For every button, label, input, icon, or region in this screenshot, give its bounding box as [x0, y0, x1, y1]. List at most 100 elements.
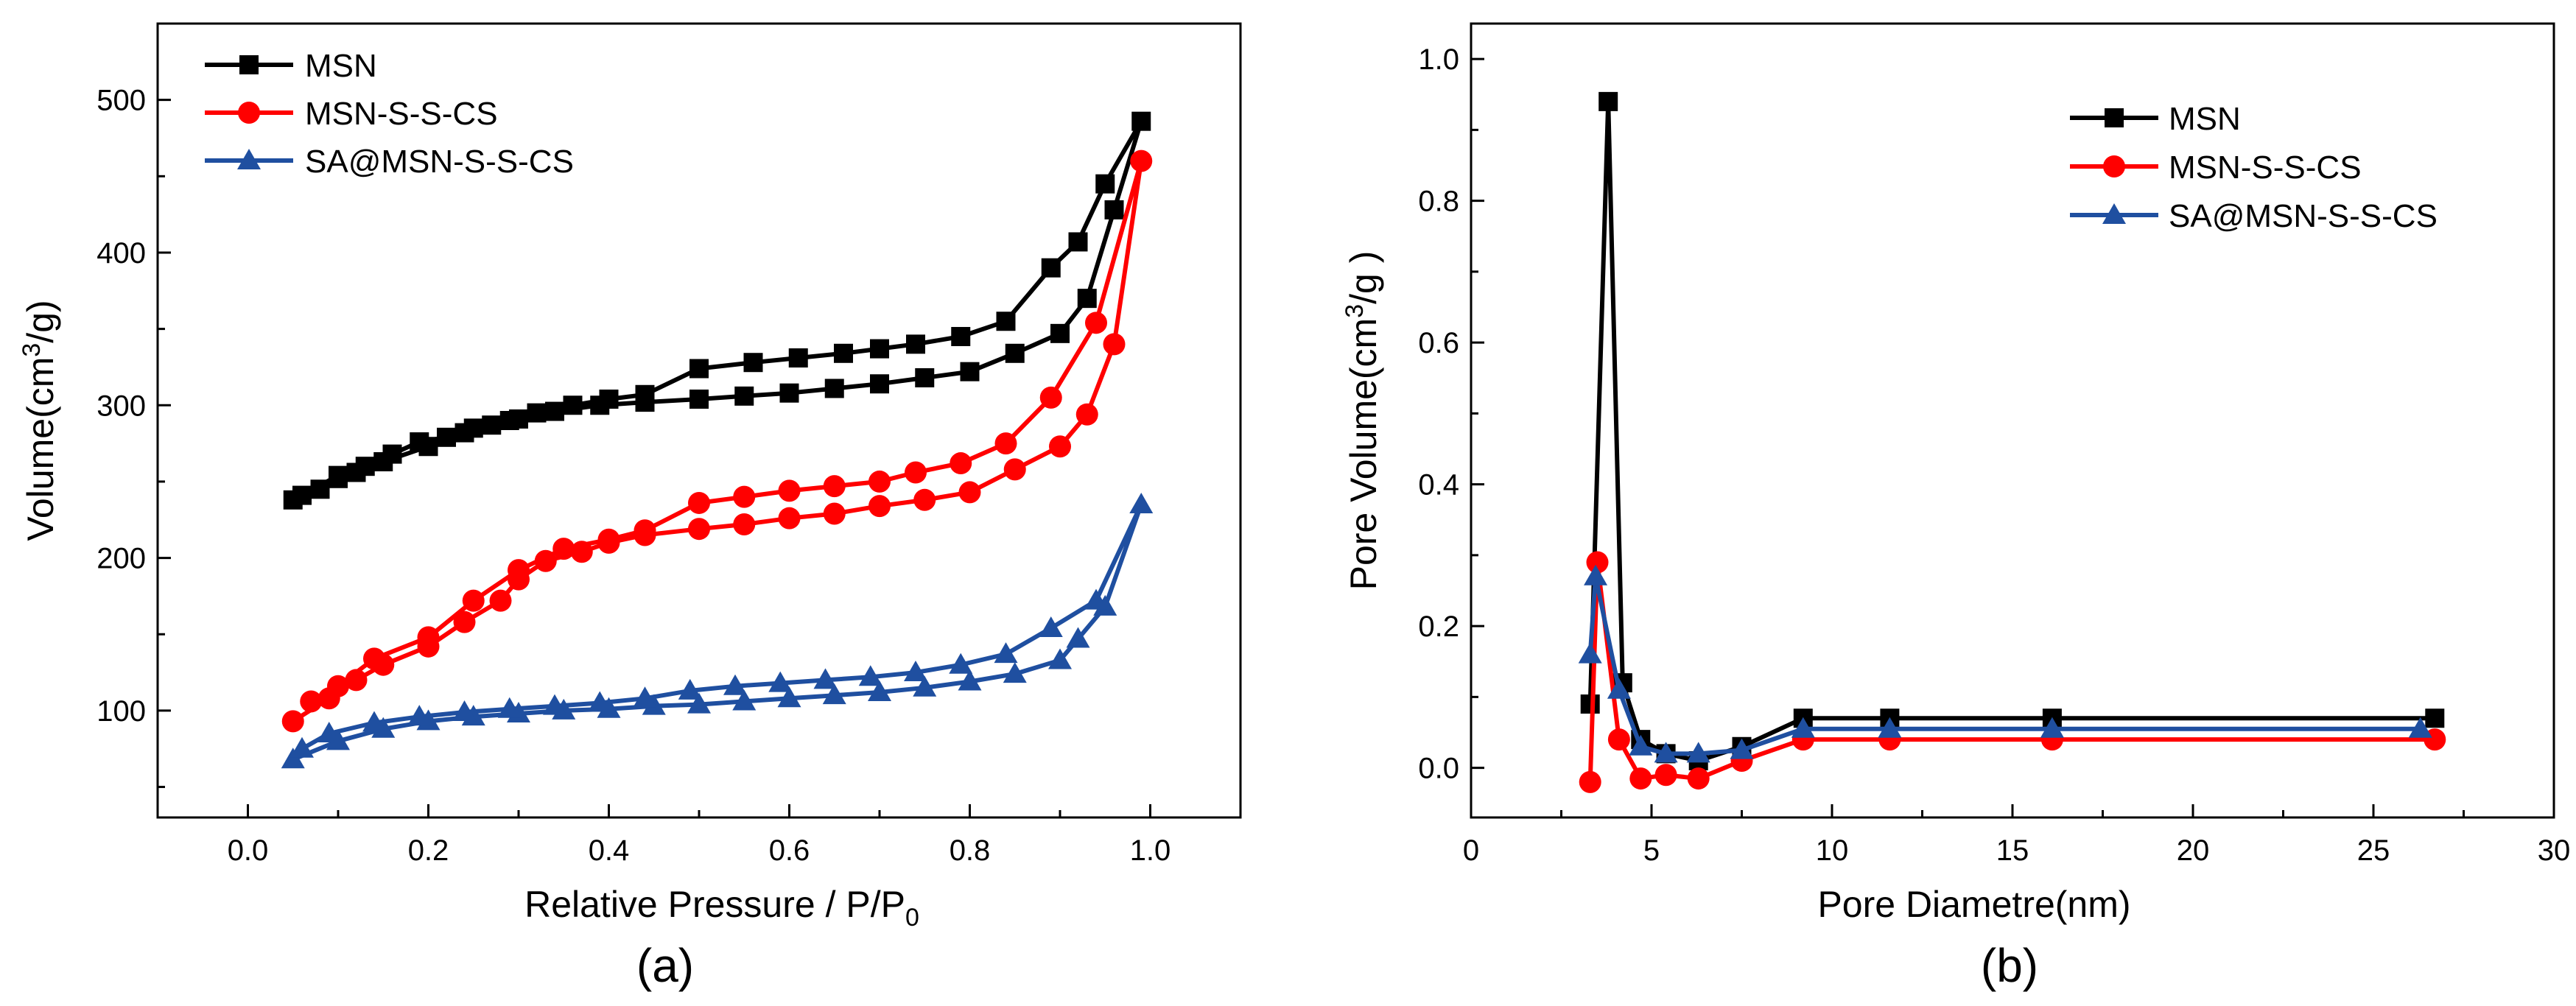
legend-a-sa-msn-s-s-cs-marker: [237, 149, 261, 169]
panel-b-x-tick-label: 20: [2177, 834, 2210, 867]
panel-b-point-sa-msn-s-s-cs: [1730, 738, 1754, 759]
panel-a-point-msn-s-s-cs: [913, 488, 936, 511]
panel-a-point-sa-msn-s-s-cs: [768, 671, 793, 692]
panel-a-point-msn: [870, 374, 889, 394]
panel-a-point-msn: [499, 411, 519, 430]
panel-a-point-msn: [779, 383, 799, 403]
panel-a-point-sa-msn-s-s-cs: [858, 665, 882, 686]
panel-a-point-msn: [1131, 111, 1151, 131]
panel-a-legend: MSN MSN-S-S-CS SA@MSN-S-S-CS: [205, 48, 574, 180]
panel-a-y-tick-label: 200: [96, 543, 146, 575]
panel-a-point-msn: [1005, 343, 1025, 363]
panel-a-x-tick-label: 0.6: [769, 834, 810, 867]
legend-b-sa-msn-s-s-cs-label: SA@MSN-S-S-CS: [2169, 198, 2438, 234]
legend-b-sa-msn-s-s-cs-marker: [2102, 203, 2126, 224]
panel-a-point-sa-msn-s-s-cs: [822, 683, 846, 705]
legend-b-msn-marker: [2105, 108, 2124, 127]
panel-a-point-msn-s-s-cs: [1103, 333, 1126, 356]
panel-a-point-msn: [1068, 232, 1088, 252]
panel-b-y-tick-label: 0.4: [1418, 469, 1459, 502]
legend-b-msn-label: MSN: [2169, 101, 2241, 137]
panel-b-y-tick-label: 1.0: [1418, 43, 1459, 76]
panel-a-point-msn-s-s-cs: [688, 518, 710, 541]
panel-a-point-sa-msn-s-s-cs: [904, 661, 927, 682]
panel-a-point-msn: [463, 418, 483, 438]
panel-a-point-msn-s-s-cs: [733, 513, 756, 535]
panel-a-y-tick-label: 500: [96, 85, 146, 117]
panel-b-point-msn: [1580, 694, 1600, 714]
panel-a-label: (a): [636, 939, 694, 992]
panel-b-point-sa-msn-s-s-cs: [1607, 678, 1631, 699]
panel-b-point-msn: [1598, 91, 1618, 111]
panel-a-point-sa-msn-s-s-cs: [994, 642, 1018, 664]
panel-a-series: [281, 111, 1154, 769]
panel-b-y-tick-label: 0.0: [1418, 753, 1459, 785]
panel-a-point-msn-s-s-cs: [345, 669, 368, 692]
panel-a-point-msn: [563, 395, 583, 415]
panel-b-pore-size-chart: 0 5 10 15 20 25 30 0.0 0.2 0.4 0.6 0.8 1.0 MSN MSN-S…: [1341, 22, 2570, 992]
legend-b-msn-s-s-cs-label: MSN-S-S-CS: [2169, 150, 2362, 186]
panel-a-point-msn: [870, 339, 889, 359]
panel-a-point-msn-s-s-cs: [508, 559, 530, 582]
panel-a-point-msn: [743, 353, 763, 373]
panel-a-point-msn: [382, 444, 402, 464]
panel-a-point-sa-msn-s-s-cs: [949, 653, 973, 674]
panel-a-point-msn-s-s-cs: [462, 589, 485, 612]
panel-b-point-sa-msn-s-s-cs: [1654, 742, 1678, 763]
panel-a-point-sa-msn-s-s-cs: [678, 678, 702, 700]
panel-a-point-sa-msn-s-s-cs: [1048, 648, 1072, 669]
panel-a-point-msn: [996, 312, 1016, 331]
panel-a-point-sa-msn-s-s-cs: [1003, 662, 1027, 683]
panel-b-point-sa-msn-s-s-cs: [1686, 742, 1710, 763]
legend-a-msn-marker: [239, 55, 259, 74]
panel-a-y-tick-label: 400: [96, 237, 146, 270]
panel-b-point-sa-msn-s-s-cs: [1791, 717, 1815, 738]
panel-b-point-msn-s-s-cs: [1586, 551, 1609, 574]
panel-a-y-axis-title: Volume(cm3/g): [18, 300, 61, 541]
panel-a-point-msn: [906, 334, 925, 354]
panel-a-point-sa-msn-s-s-cs: [281, 748, 305, 769]
panel-b-point-msn-s-s-cs: [1654, 764, 1677, 787]
panel-a-isotherm-chart: 0.0 0.2 0.4 0.6 0.8 1.0 100 200 300 400 500 MSN MS…: [18, 22, 1242, 992]
panel-a-point-msn-s-s-cs: [733, 485, 756, 508]
panel-b-y-tick-label: 0.8: [1418, 186, 1459, 218]
panel-a-point-msn: [915, 367, 935, 387]
panel-a-point-msn-s-s-cs: [778, 479, 801, 502]
panel-a-point-sa-msn-s-s-cs: [362, 711, 386, 732]
panel-a-x-axis-title: Relative Pressure / P/P0: [524, 884, 919, 932]
panel-a-point-sa-msn-s-s-cs: [732, 689, 757, 711]
panel-a-point-msn: [1104, 200, 1124, 219]
panel-a-point-msn: [355, 457, 375, 476]
panel-a-point-msn-s-s-cs: [823, 475, 846, 498]
panel-a-point-sa-msn-s-s-cs: [588, 691, 612, 712]
panel-a-point-msn-s-s-cs: [363, 647, 385, 670]
panel-a-point-msn-s-s-cs: [570, 541, 593, 563]
panel-b-y-tick-label: 0.2: [1418, 611, 1459, 643]
panel-a-point-msn-s-s-cs: [1039, 386, 1062, 409]
panel-a-point-msn: [482, 415, 502, 435]
panel-a-point-msn-s-s-cs: [417, 626, 440, 649]
panel-b-point-sa-msn-s-s-cs: [1878, 717, 1902, 738]
panel-a-point-msn-s-s-cs: [1130, 150, 1153, 172]
panel-a-point-msn-s-s-cs: [868, 470, 891, 493]
panel-b-point-msn-s-s-cs: [1629, 767, 1652, 790]
panel-a-point-msn-s-s-cs: [950, 452, 972, 475]
panel-a-point-msn: [1077, 289, 1097, 309]
panel-b-y-axis-title: Pore Volume(cm3/g ): [1341, 251, 1384, 591]
panel-b-point-sa-msn-s-s-cs: [1584, 564, 1608, 585]
panel-a-y-tick-label: 100: [96, 695, 146, 728]
panel-a-point-msn: [329, 465, 348, 485]
panel-b-point-sa-msn-s-s-cs: [1629, 734, 1653, 756]
panel-a-point-msn: [734, 386, 754, 406]
panel-a-point-msn: [788, 348, 808, 368]
panel-a-point-sa-msn-s-s-cs: [543, 694, 566, 715]
panel-a-point-msn: [689, 359, 709, 379]
panel-a-point-msn-s-s-cs: [453, 611, 476, 633]
legend-a-msn-s-s-cs-label: MSN-S-S-CS: [305, 96, 498, 132]
panel-a-x-tick-label: 0.4: [589, 834, 630, 867]
panel-a-point-sa-msn-s-s-cs: [290, 736, 314, 758]
panel-a-point-msn: [310, 479, 330, 499]
panel-a-point-sa-msn-s-s-cs: [868, 680, 891, 702]
panel-b-point-msn-s-s-cs: [1607, 728, 1630, 751]
panel-b-point-sa-msn-s-s-cs: [2408, 717, 2432, 738]
